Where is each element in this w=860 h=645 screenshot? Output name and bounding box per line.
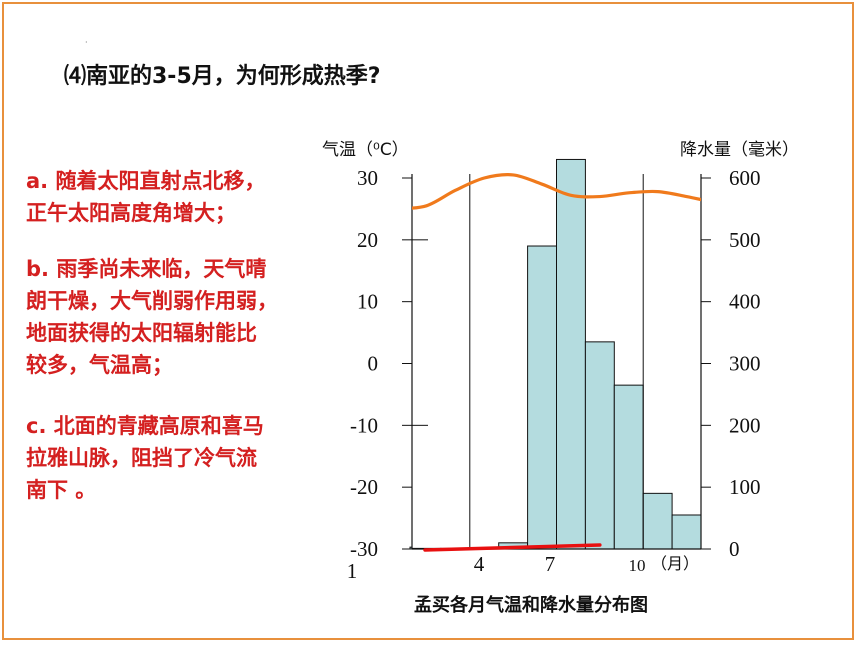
right-tick-label-1: 500 xyxy=(729,228,761,252)
slide-frame xyxy=(2,2,854,640)
precip-bar-11 xyxy=(671,514,702,550)
chart-labels: 气温（⁰C） 降水量（毫米） （月） 3020100-10-20-3060050… xyxy=(322,140,799,583)
left-tick-label-3: 0 xyxy=(368,352,379,376)
x-tick-label-10: 10 xyxy=(629,556,646,575)
answer-a: a. 随着太阳直射点北移， 正午太阳高度角增大； xyxy=(26,165,265,229)
chart-gridlines xyxy=(412,174,644,549)
right-tick-label-2: 400 xyxy=(729,290,761,314)
answer-c: c. 北面的青藏高原和喜马 拉雅山脉，阻挡了冷气流 南下 。 xyxy=(26,410,264,506)
answer-b-line-3: 地面获得的太阳辐射能比 xyxy=(26,321,257,345)
right-axis-label: 降水量（毫米） xyxy=(680,140,799,160)
chart-title: 孟买各月气温和降水量分布图 xyxy=(414,595,648,616)
precip-bar-6 xyxy=(527,245,557,550)
right-tick-label-0: 600 xyxy=(729,166,761,190)
left-axis-label: 气温（⁰C） xyxy=(322,140,409,160)
precip-bar-8 xyxy=(584,341,615,550)
precip-bar-9 xyxy=(613,384,644,550)
left-tick-label-5: -20 xyxy=(350,475,378,499)
chart-axes xyxy=(402,174,711,550)
temperature-line-layer xyxy=(412,172,701,210)
x-unit-label: （月） xyxy=(651,554,699,573)
temperature-line xyxy=(412,172,701,210)
left-tick-label-2: 10 xyxy=(357,290,378,314)
x-tick-label-7: 7 xyxy=(545,552,556,576)
left-tick-label-0: 30 xyxy=(357,166,378,190)
answer-b-line-4: 较多，气温高； xyxy=(26,353,173,377)
x-tick-label-1: 1 xyxy=(347,559,358,583)
question-heading: ⑷南亚的3-5月，为何形成热季? xyxy=(64,64,381,89)
left-tick-label-6: -30 xyxy=(350,537,378,561)
right-tick-label-6: 0 xyxy=(729,537,740,561)
answer-c-line-1: c. 北面的青藏高原和喜马 xyxy=(26,414,264,438)
precip-bar-7 xyxy=(556,158,586,550)
answer-a-line-1: a. 随着太阳直射点北移， xyxy=(26,169,266,193)
left-tick-label-4: -10 xyxy=(350,413,378,437)
answer-b: b. 雨季尚未来临，天气晴 朗干燥，大气削弱作用弱， 地面获得的太阳辐射能比 较… xyxy=(26,253,278,381)
highlight-marker xyxy=(423,543,602,552)
answer-c-line-2: 拉雅山脉，阻挡了冷气流 xyxy=(26,446,257,470)
left-tick-label-1: 20 xyxy=(357,228,378,252)
answer-b-line-1: b. 雨季尚未来临，天气晴 xyxy=(26,257,267,281)
highlight-marker-layer xyxy=(423,543,602,552)
precipitation-bars xyxy=(409,158,702,550)
x-tick-label-4: 4 xyxy=(474,552,485,576)
answer-a-line-2: 正午太阳高度角增大； xyxy=(26,201,236,225)
precip-bar-10 xyxy=(642,492,673,550)
answer-c-line-3: 南下 。 xyxy=(26,478,97,502)
right-tick-label-5: 100 xyxy=(729,475,761,499)
answer-b-line-2: 朗干燥，大气削弱作用弱， xyxy=(26,289,278,313)
right-tick-label-4: 200 xyxy=(729,413,761,437)
right-tick-label-3: 300 xyxy=(729,352,761,376)
small-mark: · xyxy=(85,38,88,47)
